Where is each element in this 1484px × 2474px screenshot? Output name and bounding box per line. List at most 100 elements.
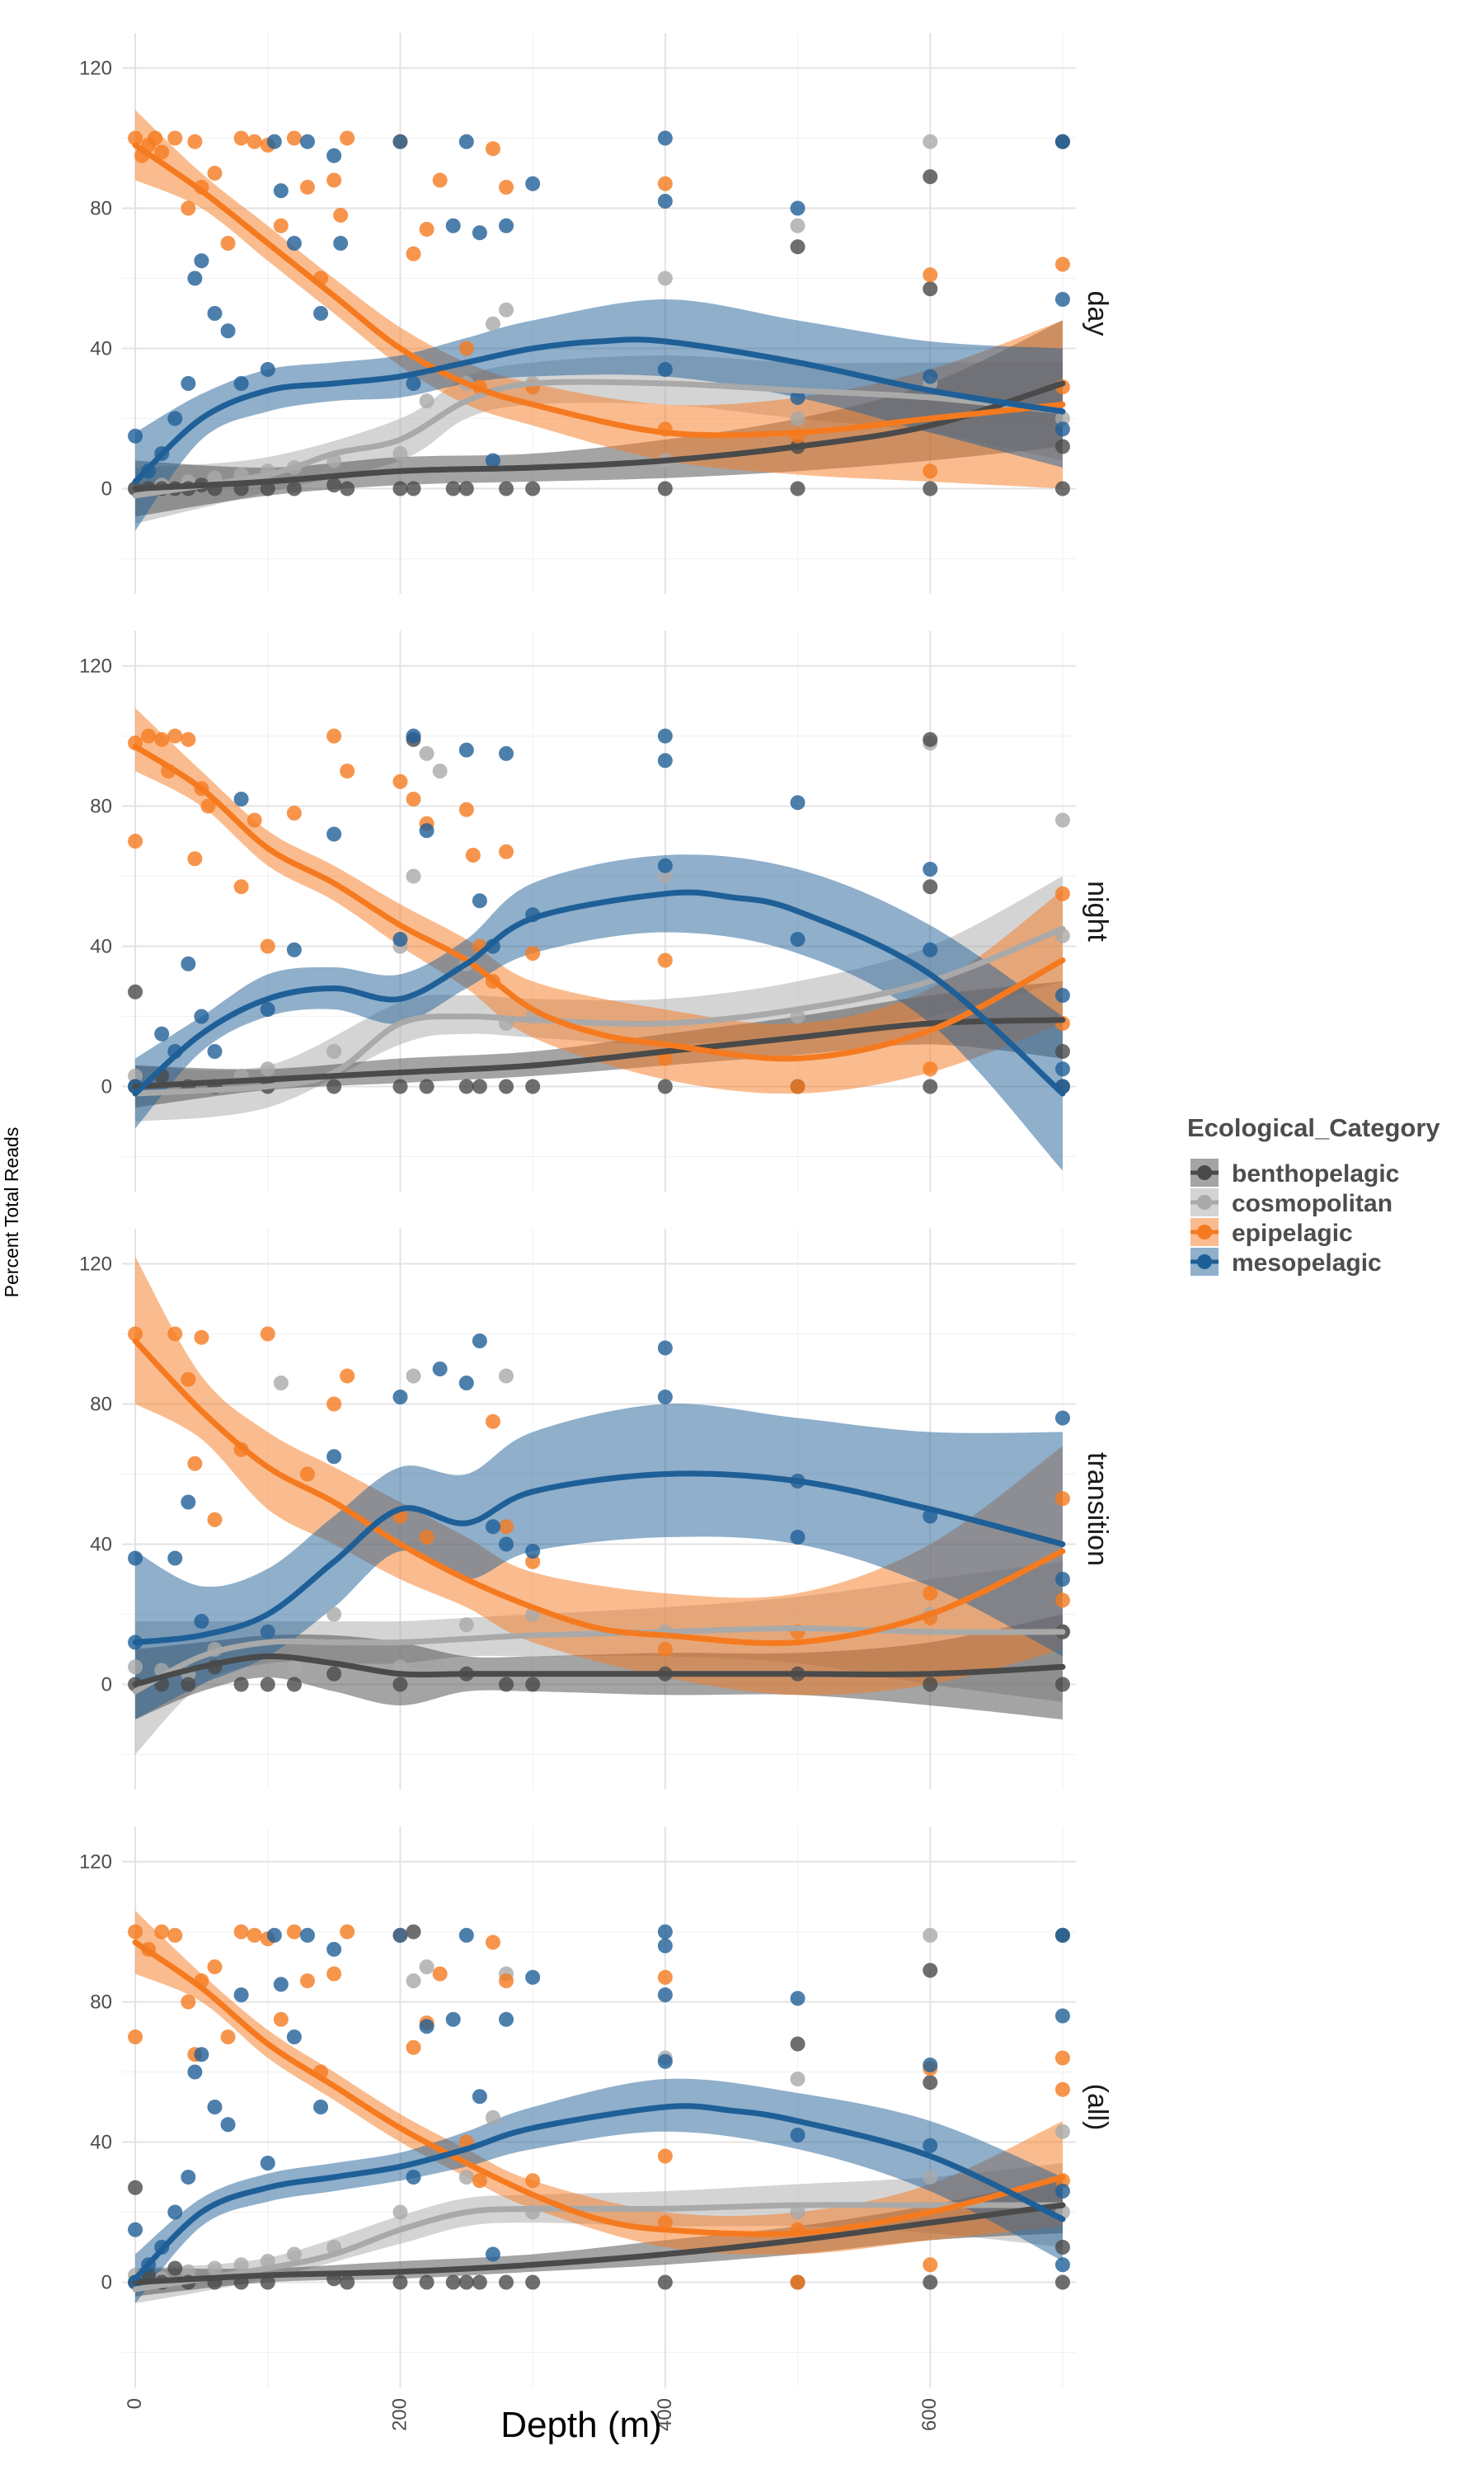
data-point-benthopelagic bbox=[923, 879, 938, 895]
smooth-line-benthopelagic bbox=[132, 1017, 1066, 1089]
data-point-cosmopolitan bbox=[128, 1068, 143, 1084]
data-point-epipelagic bbox=[128, 2030, 143, 2044]
data-point-mesopelagic bbox=[923, 942, 938, 957]
data-point-cosmopolitan bbox=[286, 2246, 302, 2262]
data-point-benthopelagic bbox=[406, 1924, 421, 1940]
data-point-epipelagic bbox=[923, 1061, 938, 1077]
data-point-epipelagic bbox=[1054, 2081, 1070, 2097]
data-point-benthopelagic bbox=[167, 2260, 183, 2276]
data-point-cosmopolitan bbox=[286, 1659, 302, 1675]
data-point-mesopelagic bbox=[313, 306, 329, 321]
data-point-mesopelagic bbox=[525, 1969, 541, 1985]
data-point-epipelagic bbox=[657, 1051, 673, 1066]
data-point-epipelagic bbox=[419, 1530, 434, 1545]
data-point-cosmopolitan bbox=[657, 868, 673, 884]
y-tick-label: 0 bbox=[101, 1674, 112, 1696]
data-point-benthopelagic bbox=[499, 481, 514, 496]
data-point-epipelagic bbox=[458, 341, 474, 356]
facet-panel: 0 40 80 120 day bbox=[79, 33, 1113, 594]
data-point-mesopelagic bbox=[273, 1977, 289, 1992]
data-point-benthopelagic bbox=[458, 1079, 474, 1094]
data-point-benthopelagic bbox=[326, 1079, 342, 1094]
y-tick-label: 120 bbox=[79, 656, 112, 678]
data-point-epipelagic bbox=[790, 1079, 805, 1094]
data-point-cosmopolitan bbox=[260, 1061, 275, 1077]
data-point-mesopelagic bbox=[273, 183, 289, 199]
data-point-epipelagic bbox=[167, 1326, 183, 1342]
data-point-epipelagic bbox=[340, 1924, 355, 1940]
y-tick-label: 80 bbox=[90, 796, 112, 818]
data-point-mesopelagic bbox=[260, 1624, 275, 1639]
data-point-mesopelagic bbox=[194, 1614, 209, 1629]
data-point-epipelagic bbox=[657, 2215, 673, 2231]
data-point-benthopelagic bbox=[1054, 439, 1070, 454]
data-point-benthopelagic bbox=[923, 2075, 938, 2091]
x-tick-label: 400 bbox=[654, 2398, 676, 2431]
data-point-benthopelagic bbox=[472, 2274, 487, 2290]
data-point-epipelagic bbox=[194, 1329, 209, 1345]
data-point-mesopelagic bbox=[657, 362, 673, 377]
data-point-cosmopolitan bbox=[432, 764, 448, 778]
data-point-mesopelagic bbox=[1054, 1410, 1070, 1426]
data-point-epipelagic bbox=[299, 1466, 315, 1482]
data-point-benthopelagic bbox=[1054, 1677, 1070, 1692]
data-point-benthopelagic bbox=[260, 2274, 275, 2290]
data-point-benthopelagic bbox=[260, 481, 275, 496]
data-point-benthopelagic bbox=[1054, 481, 1070, 496]
data-point-benthopelagic bbox=[525, 1677, 541, 1692]
data-point-benthopelagic bbox=[458, 2274, 474, 2290]
data-point-epipelagic bbox=[657, 1969, 673, 1985]
smooth-line-epipelagic bbox=[132, 1338, 1066, 1647]
confidence-band-mesopelagic bbox=[135, 1404, 1063, 1719]
data-point-cosmopolitan bbox=[790, 218, 805, 233]
data-point-benthopelagic bbox=[923, 731, 938, 747]
data-point-epipelagic bbox=[128, 130, 143, 146]
data-point-mesopelagic bbox=[472, 893, 487, 909]
data-point-mesopelagic bbox=[260, 362, 275, 377]
x-tick-label: 200 bbox=[388, 2398, 411, 2431]
data-point-mesopelagic bbox=[1054, 134, 1070, 149]
data-point-cosmopolitan bbox=[499, 302, 514, 317]
data-point-epipelagic bbox=[273, 218, 289, 233]
data-point-mesopelagic bbox=[499, 745, 514, 761]
data-point-benthopelagic bbox=[790, 481, 805, 496]
data-point-epipelagic bbox=[326, 728, 342, 744]
data-point-mesopelagic bbox=[167, 2204, 183, 2220]
facet-strip-label: (all) bbox=[1082, 2084, 1113, 2131]
data-point-mesopelagic bbox=[458, 1927, 474, 1943]
data-point-mesopelagic bbox=[923, 2058, 938, 2072]
data-point-mesopelagic bbox=[485, 453, 500, 468]
data-point-mesopelagic bbox=[445, 218, 461, 233]
data-point-epipelagic bbox=[499, 844, 514, 859]
facet-strip-label: day bbox=[1082, 291, 1113, 336]
data-point-epipelagic bbox=[657, 1642, 673, 1657]
data-point-epipelagic bbox=[154, 1924, 170, 1940]
data-point-mesopelagic bbox=[207, 306, 223, 321]
y-tick-label: 0 bbox=[101, 1076, 112, 1098]
y-tick-label: 0 bbox=[101, 478, 112, 501]
data-point-mesopelagic bbox=[472, 225, 487, 241]
data-point-epipelagic bbox=[340, 1368, 355, 1384]
data-point-epipelagic bbox=[326, 1966, 342, 1982]
data-point-mesopelagic bbox=[207, 1044, 223, 1059]
legend-key-point bbox=[1197, 1254, 1212, 1269]
data-point-mesopelagic bbox=[313, 2100, 329, 2114]
data-point-mesopelagic bbox=[392, 1927, 408, 1943]
data-point-benthopelagic bbox=[1054, 1044, 1070, 1059]
data-point-mesopelagic bbox=[333, 236, 349, 251]
data-point-cosmopolitan bbox=[1054, 2124, 1070, 2139]
data-point-cosmopolitan bbox=[1054, 812, 1070, 828]
data-point-mesopelagic bbox=[525, 176, 541, 191]
data-point-benthopelagic bbox=[923, 281, 938, 297]
data-point-cosmopolitan bbox=[485, 2109, 500, 2125]
data-point-mesopelagic bbox=[167, 1550, 183, 1566]
data-point-epipelagic bbox=[273, 2011, 289, 2027]
data-point-benthopelagic bbox=[419, 1079, 434, 1094]
data-point-cosmopolitan bbox=[406, 868, 421, 884]
data-point-benthopelagic bbox=[499, 1677, 514, 1692]
data-point-benthopelagic bbox=[923, 1677, 938, 1692]
data-point-mesopelagic bbox=[923, 2138, 938, 2153]
data-point-mesopelagic bbox=[790, 795, 805, 811]
data-point-benthopelagic bbox=[286, 481, 302, 496]
legend-entry-mesopelagic: mesopelagic bbox=[1190, 1248, 1382, 1277]
